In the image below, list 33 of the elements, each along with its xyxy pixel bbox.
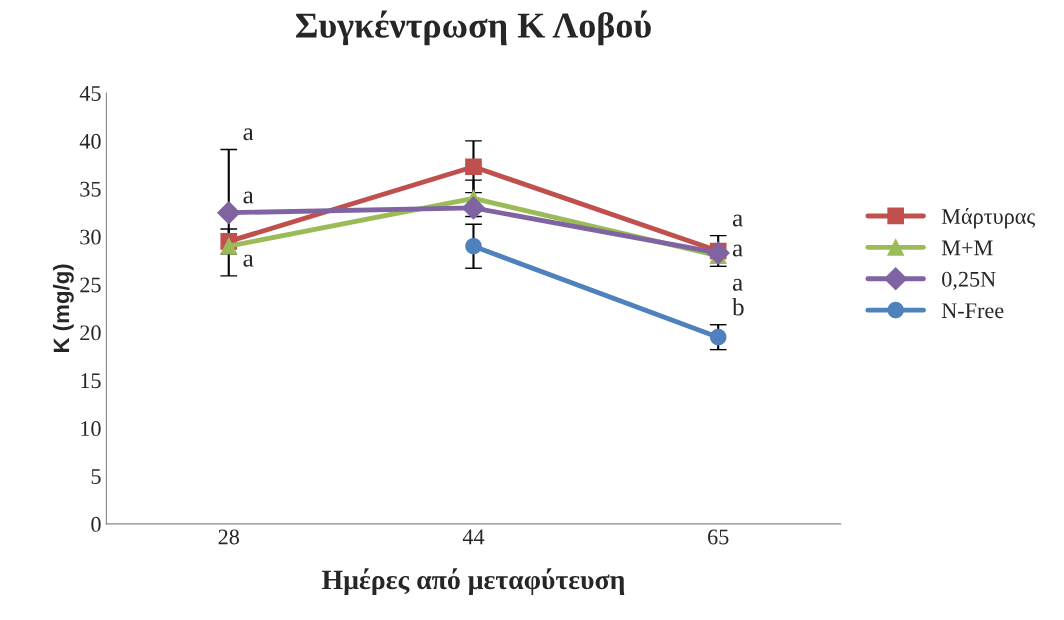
- point: [461, 196, 485, 220]
- x-tick-label: 28: [218, 529, 240, 545]
- chart-title: Συγκέντρωση Κ Λοβού: [296, 10, 651, 46]
- y-tick-label: 35: [80, 181, 101, 197]
- point: [217, 201, 241, 225]
- y-axis-title: K (mg/g): [52, 264, 74, 353]
- legend-label: 0,25N: [942, 271, 996, 290]
- y-tick-label: 15: [81, 373, 101, 389]
- annotation: b: [732, 297, 744, 316]
- point: [465, 158, 482, 176]
- point: [465, 237, 482, 255]
- y-tick-label: 25: [80, 277, 101, 293]
- annotation: a: [243, 191, 254, 204]
- legend-label: N-Free: [941, 303, 1004, 319]
- legend-label: M+M: [941, 240, 993, 256]
- annotation: a: [732, 214, 743, 227]
- y-tick-label: 40: [79, 133, 101, 149]
- legend-label: Μάρτυρας: [941, 208, 1035, 229]
- x-axis-title: Ημέρες από μεταφύτευση: [322, 568, 625, 595]
- annotation: a: [243, 254, 254, 267]
- point: [709, 328, 727, 346]
- y-tick-label: 10: [81, 421, 101, 437]
- y-tick-label: 45: [79, 86, 101, 101]
- annotation: a: [243, 128, 254, 141]
- annotation: a: [732, 244, 743, 257]
- x-tick-label: 65: [708, 529, 729, 545]
- point: [220, 237, 238, 255]
- x-tick-label: 44: [462, 529, 485, 545]
- y-tick-label: 30: [80, 229, 101, 245]
- y-tick-label: 20: [80, 325, 101, 341]
- annotation: a: [732, 278, 743, 291]
- y-tick-label: 5: [91, 469, 101, 484]
- y-tick-label: 0: [91, 516, 101, 532]
